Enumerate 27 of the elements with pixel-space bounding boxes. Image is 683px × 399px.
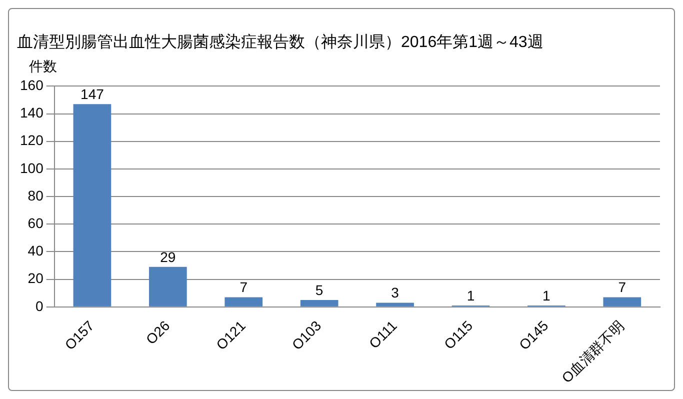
data-label: 1 [542,287,551,304]
bar [603,297,642,306]
x-tick-label: O26 [142,317,173,348]
y-tick-label: 160 [20,77,44,94]
data-label: 147 [80,86,104,102]
y-tick-label: 120 [20,132,44,148]
data-label: 3 [391,284,400,301]
y-tick-label: 40 [28,242,44,259]
chart-title: 血清型別腸管出血性大腸菌感染症報告数（神奈川県）2016年第1週～43週 [17,33,544,52]
y-tick-label: 100 [20,160,44,176]
data-label: 5 [315,282,324,298]
y-tick-label: 0 [36,298,44,314]
bar [224,297,263,306]
data-label: 7 [240,279,248,296]
y-axis-title: 件数 [29,58,57,74]
bar [300,300,338,306]
bar [148,266,187,306]
data-label: 7 [618,279,626,296]
data-label: 29 [160,248,176,265]
y-tick-label: 140 [20,104,44,121]
bar [73,104,112,306]
y-tick-label: 80 [28,187,44,204]
y-tick-label: 60 [28,215,44,232]
bar [376,302,414,306]
y-tick-label: 20 [28,270,44,286]
data-label: 1 [466,287,475,304]
x-tick-label: O血清群不明 [558,317,627,386]
